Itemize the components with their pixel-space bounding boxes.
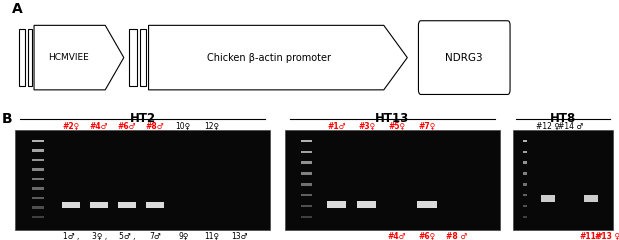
- Text: #12 ♀: #12 ♀: [536, 122, 560, 131]
- Text: #13 ♀: #13 ♀: [595, 232, 619, 240]
- Text: #1♂: #1♂: [327, 122, 346, 131]
- Text: 1♂ ,: 1♂ ,: [63, 232, 79, 240]
- Bar: [146, 202, 164, 208]
- Bar: [417, 201, 436, 208]
- Bar: [28, 29, 32, 86]
- Bar: [301, 151, 311, 153]
- Bar: [32, 178, 44, 180]
- Text: #4♂: #4♂: [90, 122, 108, 131]
- Bar: [522, 194, 527, 196]
- Text: NDRG3: NDRG3: [446, 53, 483, 63]
- Bar: [32, 206, 44, 209]
- Text: 12♀: 12♀: [204, 122, 219, 131]
- Text: #11♂: #11♂: [579, 232, 603, 240]
- Bar: [522, 172, 527, 175]
- Bar: [513, 130, 613, 230]
- Bar: [301, 205, 311, 207]
- Text: 9♀: 9♀: [178, 232, 189, 240]
- Text: #14 ♂: #14 ♂: [558, 122, 584, 131]
- Text: A: A: [12, 2, 23, 16]
- Bar: [301, 194, 311, 196]
- Bar: [522, 216, 527, 218]
- Text: 5♂ ,: 5♂ ,: [119, 232, 136, 240]
- Text: #8 ♂: #8 ♂: [446, 232, 467, 240]
- Bar: [32, 140, 44, 142]
- Text: #6♀: #6♀: [418, 232, 436, 240]
- Bar: [357, 201, 376, 208]
- Bar: [32, 216, 44, 218]
- Bar: [32, 197, 44, 199]
- Polygon shape: [149, 25, 407, 90]
- Text: #6♂: #6♂: [118, 122, 136, 131]
- Polygon shape: [34, 25, 124, 90]
- Text: 11♀: 11♀: [204, 232, 219, 240]
- Text: #3♀: #3♀: [358, 122, 375, 131]
- Bar: [584, 195, 598, 202]
- Bar: [32, 187, 44, 190]
- Bar: [301, 172, 311, 175]
- Bar: [301, 162, 311, 164]
- Bar: [285, 130, 500, 230]
- Bar: [301, 183, 311, 186]
- Text: HCMVIEE: HCMVIEE: [48, 53, 89, 62]
- Text: #4♂: #4♂: [387, 232, 406, 240]
- FancyBboxPatch shape: [418, 21, 510, 95]
- Text: 7♂: 7♂: [149, 232, 161, 240]
- Text: #7♀: #7♀: [418, 122, 436, 131]
- Bar: [129, 29, 137, 86]
- Bar: [32, 159, 44, 161]
- Text: 13♂: 13♂: [231, 232, 248, 240]
- Text: #5♀: #5♀: [388, 122, 405, 131]
- Text: 3♀ ,: 3♀ ,: [92, 232, 106, 240]
- Text: 10♀: 10♀: [176, 122, 191, 131]
- Bar: [301, 140, 311, 142]
- Bar: [522, 162, 527, 164]
- Bar: [327, 201, 346, 208]
- Bar: [522, 140, 527, 142]
- Text: #2♀: #2♀: [63, 122, 80, 131]
- Bar: [522, 183, 527, 186]
- Bar: [62, 202, 80, 208]
- Bar: [118, 202, 136, 208]
- Bar: [15, 130, 270, 230]
- Bar: [32, 168, 44, 171]
- Bar: [19, 29, 25, 86]
- Bar: [541, 195, 555, 202]
- Bar: [90, 202, 108, 208]
- Text: B: B: [2, 112, 12, 126]
- Bar: [522, 151, 527, 153]
- Bar: [522, 205, 527, 207]
- Bar: [301, 216, 311, 218]
- Text: HT8: HT8: [550, 112, 576, 125]
- Text: HT2: HT2: [129, 112, 155, 125]
- Bar: [140, 29, 146, 86]
- Bar: [32, 149, 44, 152]
- Text: Chicken β-actin promoter: Chicken β-actin promoter: [207, 53, 331, 63]
- Text: #8♂: #8♂: [146, 122, 165, 131]
- Text: HT13: HT13: [375, 112, 410, 125]
